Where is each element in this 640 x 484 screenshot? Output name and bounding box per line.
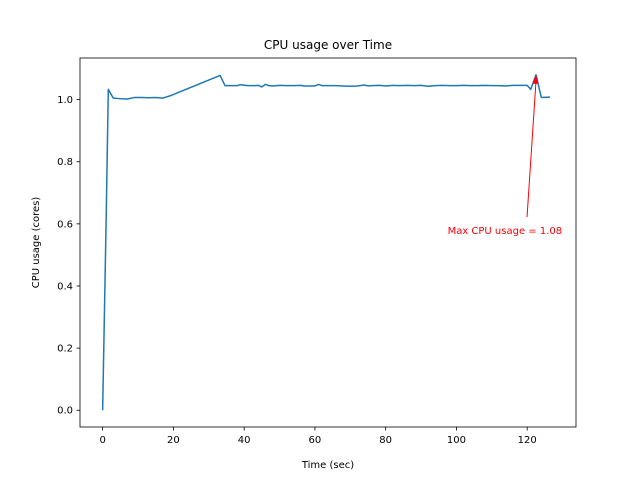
plot-area xyxy=(101,74,551,411)
annotation-arrow xyxy=(526,80,537,218)
y-tick-label: 0.4 xyxy=(57,281,73,292)
chart-title: CPU usage over Time xyxy=(264,38,392,52)
x-tick-label: 80 xyxy=(379,435,392,446)
y-axis-label: CPU usage (cores) xyxy=(31,197,42,289)
x-axis-label: Time (sec) xyxy=(301,460,354,471)
y-tick-label: 0.0 xyxy=(57,406,73,417)
y-tick-label: 1.0 xyxy=(57,95,73,106)
x-tick-label: 40 xyxy=(238,435,251,446)
annotation-label: Max CPU usage = 1.08 xyxy=(448,226,563,237)
series-line xyxy=(101,74,551,411)
x-tick-label: 60 xyxy=(309,435,322,446)
annotation-arrowhead xyxy=(532,74,539,84)
x-tick-label: 120 xyxy=(518,435,537,446)
x-tick-label: 20 xyxy=(167,435,180,446)
x-tick-label: 100 xyxy=(447,435,466,446)
plot-frame xyxy=(79,57,577,428)
y-tick-label: 0.6 xyxy=(57,219,73,230)
x-tick-label: 0 xyxy=(99,435,105,446)
y-tick-label: 0.8 xyxy=(57,157,73,168)
y-tick-label: 0.2 xyxy=(57,344,73,355)
